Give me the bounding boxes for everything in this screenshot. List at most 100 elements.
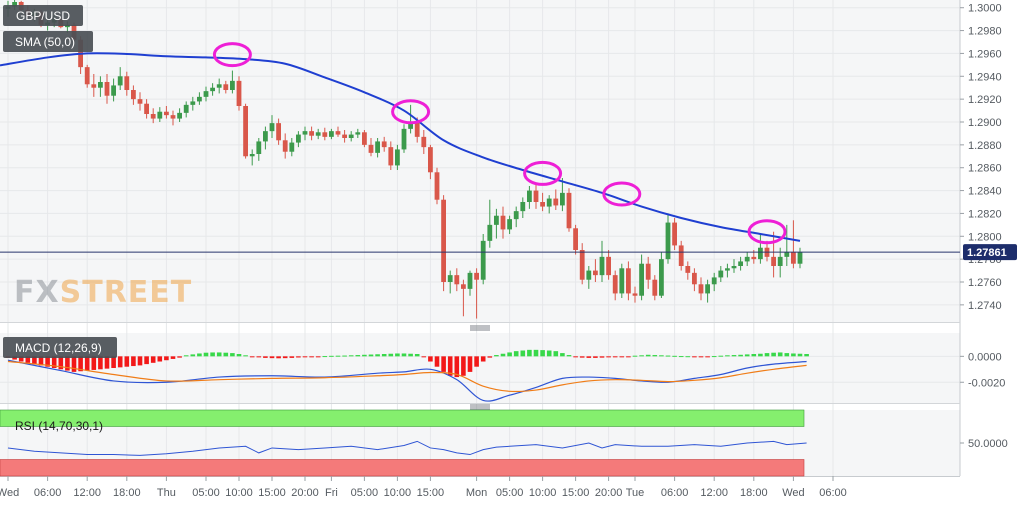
candle-body (586, 270, 592, 280)
candle-body (124, 76, 130, 90)
time-tick-label: 18:00 (740, 487, 768, 499)
macd-histogram-bar (243, 355, 248, 357)
macd-histogram-bar (197, 353, 202, 357)
candle-body (348, 134, 354, 138)
macd-histogram-bar (632, 355, 638, 357)
candle-body (579, 250, 585, 280)
macd-histogram-bar (164, 356, 169, 361)
candle-body (282, 140, 288, 152)
macd-line (7, 359, 807, 402)
candle (566, 188, 572, 232)
candle-body (500, 215, 506, 230)
macd-histogram-bar (170, 356, 176, 359)
candle (447, 270, 453, 294)
candle (441, 195, 446, 292)
highlight-circle (602, 181, 642, 207)
candle-body (672, 222, 677, 246)
candle (98, 76, 103, 97)
macd-series (5, 349, 809, 402)
candle (645, 256, 651, 289)
candle (401, 124, 407, 153)
candle-body (738, 261, 743, 266)
pane-resize-handle[interactable] (470, 325, 490, 331)
candle (150, 108, 156, 124)
rsi-tick-label: 50.0000 (968, 438, 1008, 450)
macd-histogram-bar (500, 353, 506, 357)
candle-body (150, 114, 156, 119)
candle (256, 138, 262, 161)
candle (619, 263, 625, 298)
candle-body (157, 111, 163, 119)
candle (738, 256, 743, 271)
candle (269, 115, 275, 138)
macd-histogram-bar (791, 353, 796, 357)
candle (315, 128, 321, 140)
price-tick-label: 1.3000 (968, 3, 1002, 15)
candle-body (315, 132, 321, 136)
macd-histogram-bar (705, 356, 710, 358)
candle (395, 144, 400, 170)
candle (177, 108, 182, 122)
pane-resize-handle[interactable] (470, 404, 490, 410)
candle-body (487, 224, 493, 241)
candle-body (698, 284, 704, 294)
macd-histogram-bar (276, 356, 281, 359)
candle-body (342, 134, 347, 138)
macd-badge[interactable] (3, 337, 117, 358)
macd-histogram-bar (711, 356, 717, 358)
candle (322, 127, 328, 141)
candle (84, 64, 90, 88)
macd-histogram-bar (190, 354, 196, 357)
candle-body (368, 144, 374, 153)
macd-histogram-bar (612, 356, 618, 358)
macd-histogram-bar (38, 356, 44, 366)
macd-histogram-bar (606, 356, 611, 358)
sma-line (0, 52, 801, 242)
candle-body (659, 259, 664, 296)
macd-pane (0, 333, 960, 403)
time-tick-label: 15:00 (258, 487, 286, 499)
candle-body (388, 147, 394, 166)
macd-tick-label: -0.0020 (968, 377, 1005, 389)
candle (170, 110, 176, 126)
macd-histogram-bar (329, 355, 334, 357)
symbol-badge[interactable] (3, 5, 83, 26)
candle-body (711, 277, 717, 285)
macd-histogram-bar (652, 355, 658, 357)
candle-body (236, 80, 242, 106)
candle (434, 167, 440, 205)
macd-histogram-bar (738, 354, 743, 357)
candle (791, 220, 796, 269)
macd-histogram-bar (223, 352, 229, 357)
candle (718, 266, 724, 282)
macd-histogram-bar (124, 356, 130, 367)
candle-body (718, 270, 724, 278)
candle-body (296, 134, 301, 143)
macd-histogram-bar (678, 356, 684, 358)
candle-body (428, 147, 433, 173)
candle-body (441, 199, 446, 282)
macd-histogram-bar (177, 356, 182, 358)
candle-body (632, 293, 638, 296)
macd-histogram-bar (698, 356, 704, 358)
candle-body (408, 122, 413, 129)
candle (593, 259, 598, 282)
candle-body (573, 228, 578, 250)
candle (546, 195, 552, 214)
macd-histogram-bar (183, 355, 189, 357)
candle (111, 78, 116, 102)
sma-badge[interactable] (3, 31, 93, 52)
candle-body (111, 85, 116, 96)
candle (533, 184, 539, 209)
candle-body (190, 101, 196, 105)
time-tick-label: 15:00 (562, 487, 590, 499)
candle-body (494, 215, 499, 225)
macd-histogram-bar (619, 356, 625, 358)
candle (289, 138, 295, 157)
macd-histogram-bar (764, 353, 770, 357)
candle-body (131, 90, 136, 100)
macd-histogram-bar (758, 353, 763, 357)
candle (474, 268, 479, 319)
macd-histogram-bar (645, 354, 651, 357)
macd-histogram-bar (573, 356, 578, 358)
